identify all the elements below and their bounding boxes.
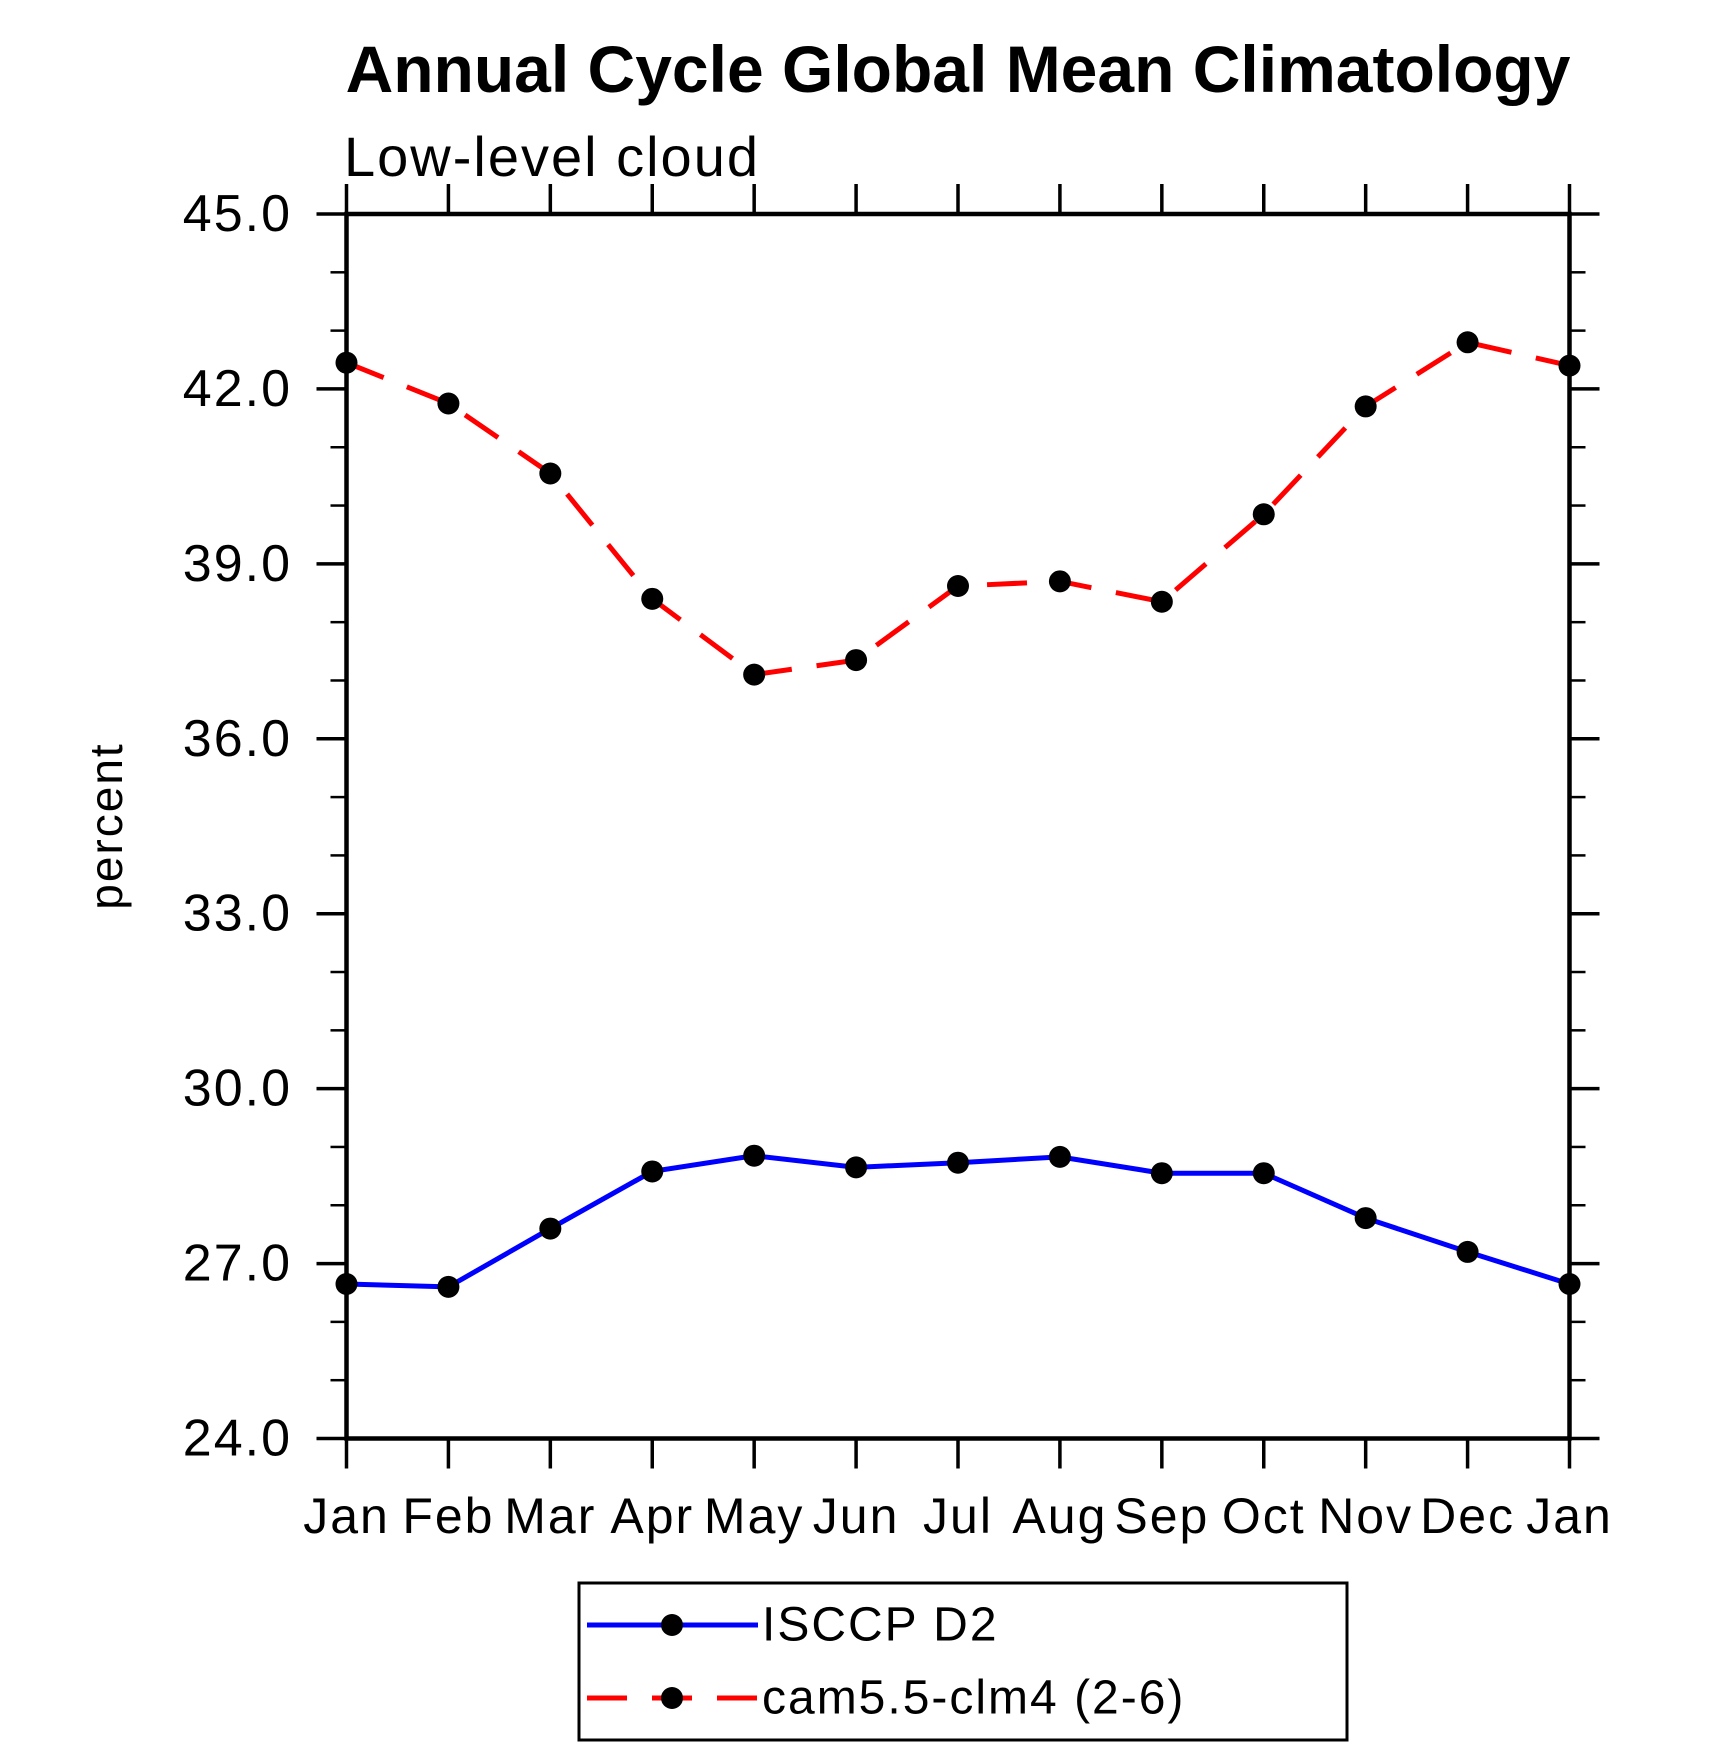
- plot-frame: [344, 211, 1572, 1441]
- y-tick-label: 33.0: [183, 885, 292, 943]
- chart-title: Annual Cycle Global Mean Climatology: [346, 32, 1571, 106]
- x-tick-label: Aug: [1012, 1488, 1107, 1544]
- y-tick-label: 24.0: [183, 1410, 292, 1468]
- x-tick-label: Mar: [504, 1488, 596, 1544]
- x-tick-label: Sep: [1114, 1488, 1209, 1544]
- data-point-marker: [947, 1151, 969, 1174]
- x-tick-label: Feb: [402, 1488, 494, 1544]
- x-tick-label: May: [704, 1488, 804, 1544]
- data-point-marker: [641, 587, 664, 610]
- series-line-solid: [346, 1153, 1571, 1290]
- legend-box: [577, 1581, 1349, 1742]
- legend-marker-isccp: [661, 1614, 683, 1636]
- data-point-marker: [743, 663, 766, 686]
- y-tick-label: 30.0: [183, 1060, 292, 1118]
- x-tick-label: Oct: [1222, 1488, 1306, 1544]
- data-point-marker: [1354, 1207, 1377, 1230]
- data-point-marker: [1354, 395, 1377, 418]
- data-point-marker: [539, 1217, 562, 1240]
- x-tick-label: Jan: [1526, 1488, 1613, 1544]
- x-tick-label: Jan: [303, 1488, 390, 1544]
- data-point-marker: [437, 1275, 460, 1298]
- data-point-marker: [641, 1160, 664, 1183]
- chart-subtitle: Low-level cloud: [344, 125, 760, 188]
- data-point-marker: [1048, 1145, 1071, 1168]
- y-axis-label: percent: [80, 742, 132, 909]
- x-tick-label: Jul: [923, 1488, 993, 1544]
- data-point-marker: [1456, 1240, 1479, 1263]
- data-point-marker: [947, 575, 969, 598]
- data-point-marker: [743, 1144, 766, 1167]
- x-tick-label: Dec: [1420, 1488, 1515, 1544]
- data-point-marker: [539, 462, 562, 485]
- y-tick-label: 39.0: [183, 535, 292, 593]
- legend-entry-isccp: ISCCP D2: [587, 1599, 999, 1652]
- data-point-marker: [1456, 331, 1479, 354]
- x-tick-label: Jun: [813, 1488, 900, 1544]
- legend-label-isccp: ISCCP D2: [762, 1599, 999, 1652]
- data-point-marker: [1048, 570, 1071, 593]
- data-point-marker: [1252, 1162, 1275, 1185]
- x-tick-label: Apr: [610, 1488, 694, 1544]
- series-line-dashed: [345, 339, 1571, 678]
- data-point-marker: [845, 1156, 868, 1179]
- x-tick-label: Nov: [1318, 1488, 1413, 1544]
- data-point-marker: [845, 649, 868, 672]
- data-point-marker: [1252, 503, 1275, 526]
- data-point-marker: [1150, 590, 1173, 613]
- legend-label-cam: cam5.5-clm4 (2-6): [762, 1672, 1185, 1725]
- data-series: [335, 331, 1581, 1298]
- y-tick-label: 45.0: [183, 185, 292, 243]
- legend-entry-cam: cam5.5-clm4 (2-6): [587, 1672, 1185, 1725]
- y-tick-label: 27.0: [183, 1235, 292, 1293]
- data-point-marker: [1150, 1162, 1173, 1185]
- legend: ISCCP D2 cam5.5-clm4 (2-6): [577, 1581, 1349, 1742]
- axis-ticks: [316, 184, 1600, 1469]
- data-point-marker: [437, 392, 460, 415]
- y-tick-label: 36.0: [183, 710, 292, 768]
- y-tick-label: 42.0: [183, 360, 292, 418]
- legend-marker-cam: [661, 1687, 683, 1709]
